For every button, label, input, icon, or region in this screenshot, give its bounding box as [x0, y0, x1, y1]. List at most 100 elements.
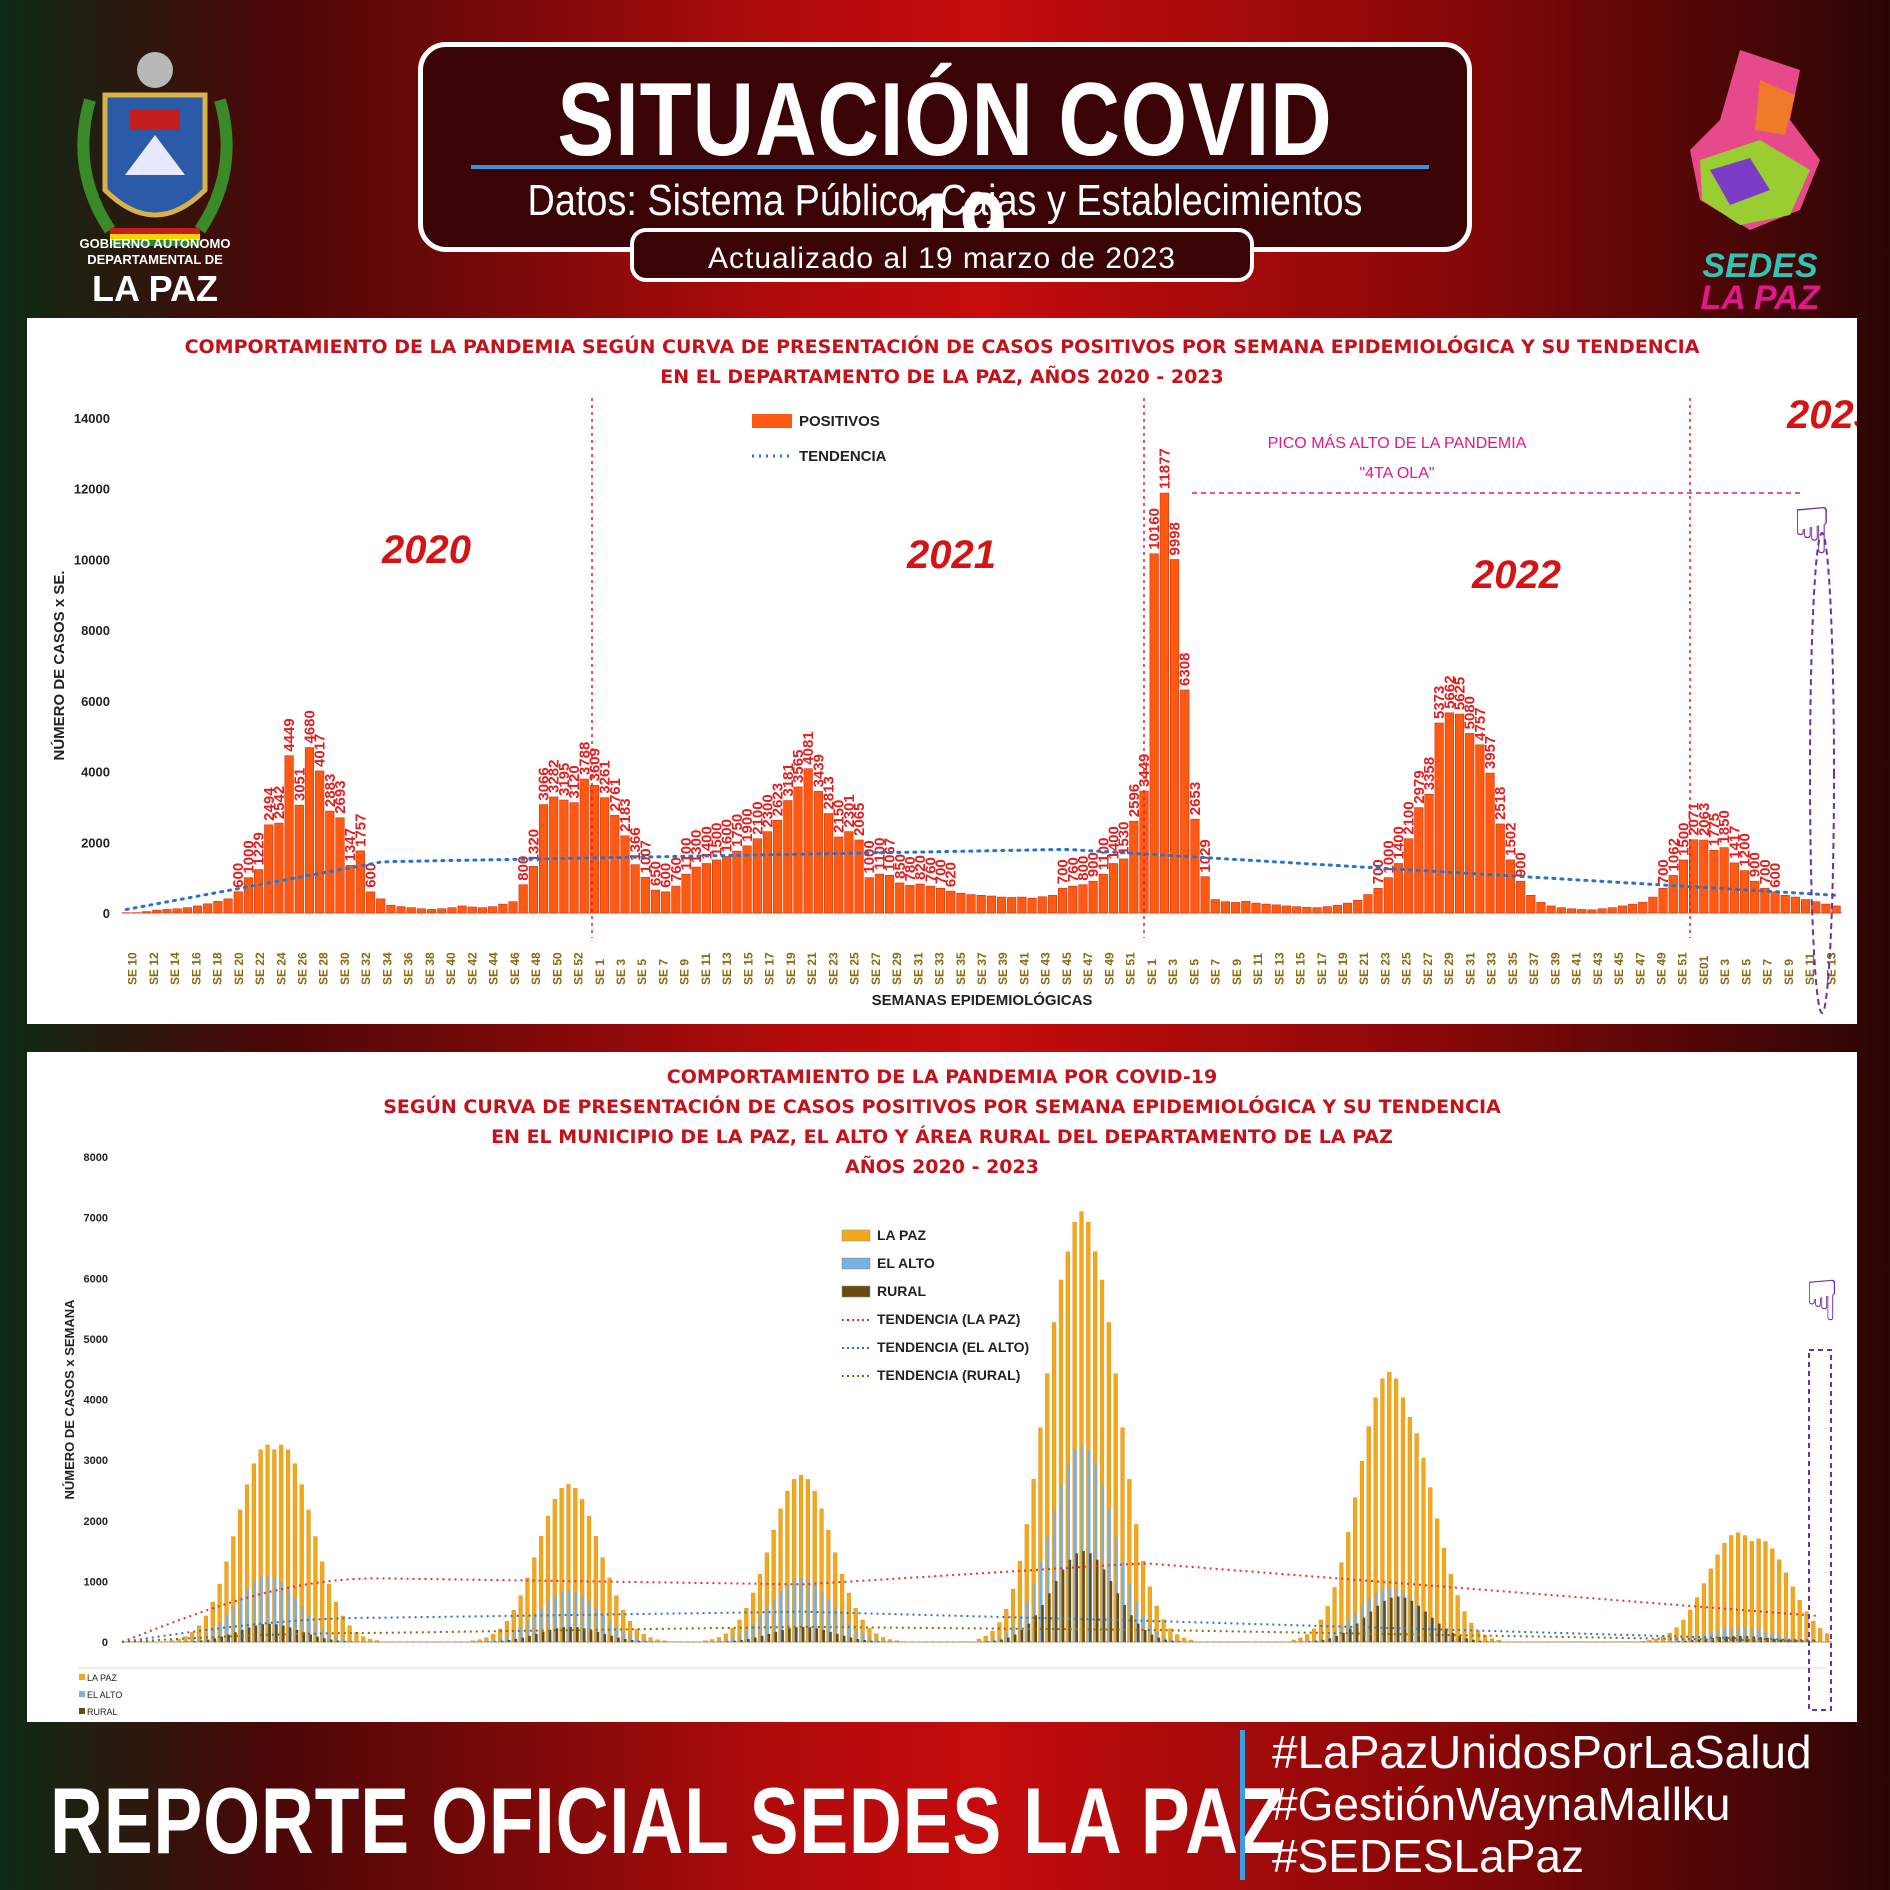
bar: [193, 1641, 196, 1642]
bar: [630, 864, 640, 914]
bar: [1617, 905, 1627, 914]
x-tick-label: SE 11: [699, 953, 713, 985]
bar: [1157, 1637, 1161, 1642]
bar: [1041, 1605, 1044, 1642]
bar: [1577, 909, 1587, 914]
bar: [767, 1633, 771, 1642]
bar: [1190, 818, 1200, 914]
bar: [321, 1628, 325, 1642]
bar: [1489, 1638, 1494, 1643]
bar: [637, 1640, 641, 1642]
bar: [1307, 1641, 1311, 1642]
data-label: 2518: [1492, 787, 1509, 820]
data-label: 2150: [831, 800, 848, 833]
bar: [1355, 1623, 1359, 1642]
data-label: 600: [230, 863, 247, 888]
data-label: 1000: [240, 840, 257, 873]
bar: [1811, 1620, 1816, 1643]
bar: [582, 1628, 586, 1642]
bar: [280, 1581, 284, 1642]
hashtag-3[interactable]: #SEDESLaPaz: [1272, 1830, 1584, 1882]
bar: [774, 1631, 778, 1642]
y-tick-label: 6000: [81, 694, 110, 709]
bar: [935, 887, 946, 914]
bar: [783, 800, 793, 914]
bar: [1108, 863, 1119, 914]
hashtag-1[interactable]: #LaPazUnidosPorLaSalud: [1272, 1726, 1812, 1778]
bar: [386, 904, 396, 914]
x-tick-label: SE 32: [359, 952, 373, 985]
bar: [1135, 1602, 1139, 1642]
bar: [1764, 1631, 1768, 1642]
bar: [1013, 1634, 1017, 1642]
bar: [376, 898, 386, 914]
x-tick-label: SE 39: [1548, 952, 1562, 985]
bar: [745, 1629, 749, 1642]
bar: [644, 1641, 648, 1642]
data-label: 1417: [1726, 826, 1743, 859]
data-label: 3565: [790, 750, 807, 783]
y-tick-label: 10000: [74, 552, 110, 567]
hashtag-2[interactable]: #GestiónWaynaMallku: [1272, 1778, 1731, 1830]
table-row-label: RURAL: [87, 1707, 118, 1717]
bar: [827, 1599, 831, 1642]
bar: [1149, 553, 1159, 914]
bar: [368, 1638, 373, 1643]
bar: [499, 1637, 503, 1642]
bar: [528, 866, 538, 914]
bar: [1708, 1568, 1713, 1643]
data-label: 10160: [1146, 508, 1163, 550]
data-label: 760: [668, 857, 685, 882]
bar: [1353, 899, 1363, 914]
bar: [521, 1637, 524, 1642]
bar: [636, 1637, 639, 1642]
bar: [569, 1626, 572, 1642]
bar: [281, 1625, 285, 1642]
bar: [1729, 1535, 1734, 1643]
bar: [335, 1636, 338, 1642]
bar: [1383, 877, 1393, 914]
x-tick-label: SE 18: [211, 952, 225, 985]
legend-label: TENDENCIA (LA PAZ): [877, 1311, 1020, 1327]
data-label: 2813: [821, 776, 838, 809]
bar: [1607, 907, 1617, 914]
bar: [781, 1629, 784, 1642]
x-tick-label: SE 7: [1209, 959, 1223, 985]
chart2-subtitle-2: EN EL MUNICIPIO DE LA PAZ, EL ALTO Y ÁRE…: [491, 1126, 1393, 1148]
bar: [212, 1628, 215, 1642]
bar: [1149, 1625, 1152, 1642]
bar: [1780, 895, 1790, 914]
municipal-chart-panel: COMPORTAMIENTO DE LA PANDEMIA POR COVID-…: [27, 1052, 1857, 1722]
data-label: 600: [363, 863, 380, 888]
bar: [220, 1636, 224, 1642]
bar: [985, 1640, 988, 1642]
x-tick-label: SE 22: [253, 952, 267, 985]
data-label: 900: [1513, 852, 1530, 877]
footer: REPORTE OFICIAL SEDES LA PAZ #LaPazUnido…: [0, 1722, 1890, 1890]
bar: [1417, 1605, 1421, 1642]
bar: [1005, 1632, 1009, 1642]
data-label: 1062: [1665, 838, 1682, 871]
data-label: 600: [1767, 863, 1784, 888]
data-label: 1100: [1095, 838, 1112, 871]
bar: [316, 1636, 319, 1642]
bar: [711, 1641, 715, 1642]
x-tick-label: SE 28: [317, 952, 331, 985]
data-label: 2100: [749, 801, 766, 834]
bar: [1261, 903, 1271, 914]
bar: [1087, 1449, 1091, 1642]
bar: [1536, 902, 1546, 914]
x-tick-label: SE 25: [1400, 952, 1414, 985]
bar: [1669, 1640, 1672, 1642]
bar: [1348, 1628, 1352, 1642]
bar: [498, 903, 508, 914]
bar: [1444, 1628, 1448, 1642]
bar: [172, 908, 182, 914]
trend-line: [121, 1562, 1819, 1643]
bar: [1434, 722, 1444, 914]
bar: [304, 747, 315, 914]
logo-text-line2: DEPARTAMENTAL DE: [87, 252, 223, 267]
legend-label: TENDENCIA (EL ALTO): [877, 1339, 1029, 1355]
bar: [1369, 1611, 1373, 1642]
x-tick-label: SE 3: [1166, 959, 1180, 985]
